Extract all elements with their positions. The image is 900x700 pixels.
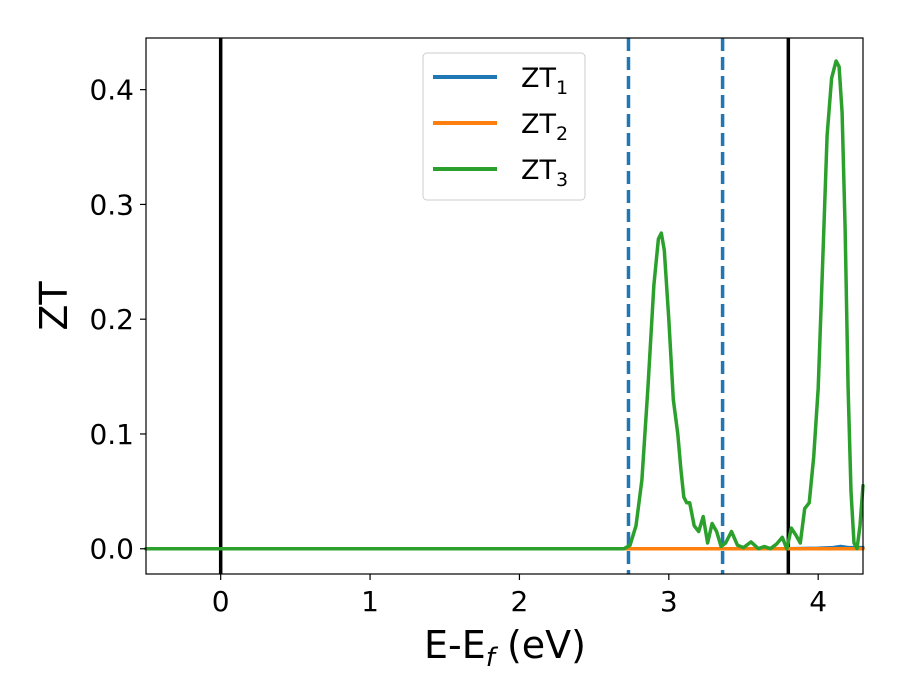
y-tick-label-3: 0.3	[89, 188, 134, 221]
series-line-3	[144, 59, 865, 551]
x-tick-label-0: 0	[212, 585, 230, 618]
x-axis-label: E-Ef (eV)	[424, 623, 586, 673]
y-tick-label-2: 0.2	[89, 303, 134, 336]
y-axis: 0.0 0.1 0.2 0.3 0.4	[89, 74, 146, 566]
x-tick-label-1: 1	[361, 585, 379, 618]
legend: ZT1 ZT2 ZT3	[422, 52, 586, 201]
legend-label-3: ZT3	[521, 155, 568, 191]
reference-lines	[218, 38, 791, 574]
y-tick-label-0: 0.0	[89, 533, 134, 566]
legend-frame	[422, 52, 586, 201]
y-tick-label-4: 0.4	[89, 74, 134, 107]
series-layer	[144, 59, 865, 551]
y-tick-label-1: 0.1	[89, 418, 134, 451]
plot-frame	[145, 37, 864, 575]
y-axis-label: ZT	[32, 281, 76, 331]
legend-label-1: ZT1	[521, 63, 568, 99]
x-tick-label-3: 3	[660, 585, 678, 618]
legend-items: ZT1 ZT2 ZT3	[433, 63, 568, 191]
x-axis-label-unit: (eV)	[495, 623, 586, 667]
x-tick-label-4: 4	[809, 585, 827, 618]
legend-label-2: ZT2	[521, 109, 568, 145]
x-tick-label-2: 2	[511, 585, 529, 618]
x-axis: 0 1 2 3 4	[212, 574, 827, 618]
